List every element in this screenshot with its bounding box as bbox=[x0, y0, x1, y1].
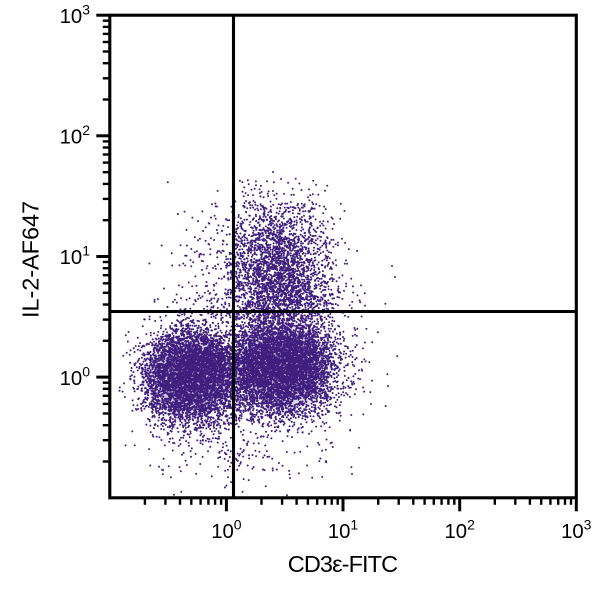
svg-text:101: 101 bbox=[60, 243, 91, 270]
svg-text:100: 100 bbox=[60, 363, 91, 390]
svg-text:IL-2-AF647: IL-2-AF647 bbox=[18, 201, 44, 318]
svg-text:103: 103 bbox=[561, 517, 592, 544]
svg-text:CD3ε-FITC: CD3ε-FITC bbox=[288, 551, 398, 577]
